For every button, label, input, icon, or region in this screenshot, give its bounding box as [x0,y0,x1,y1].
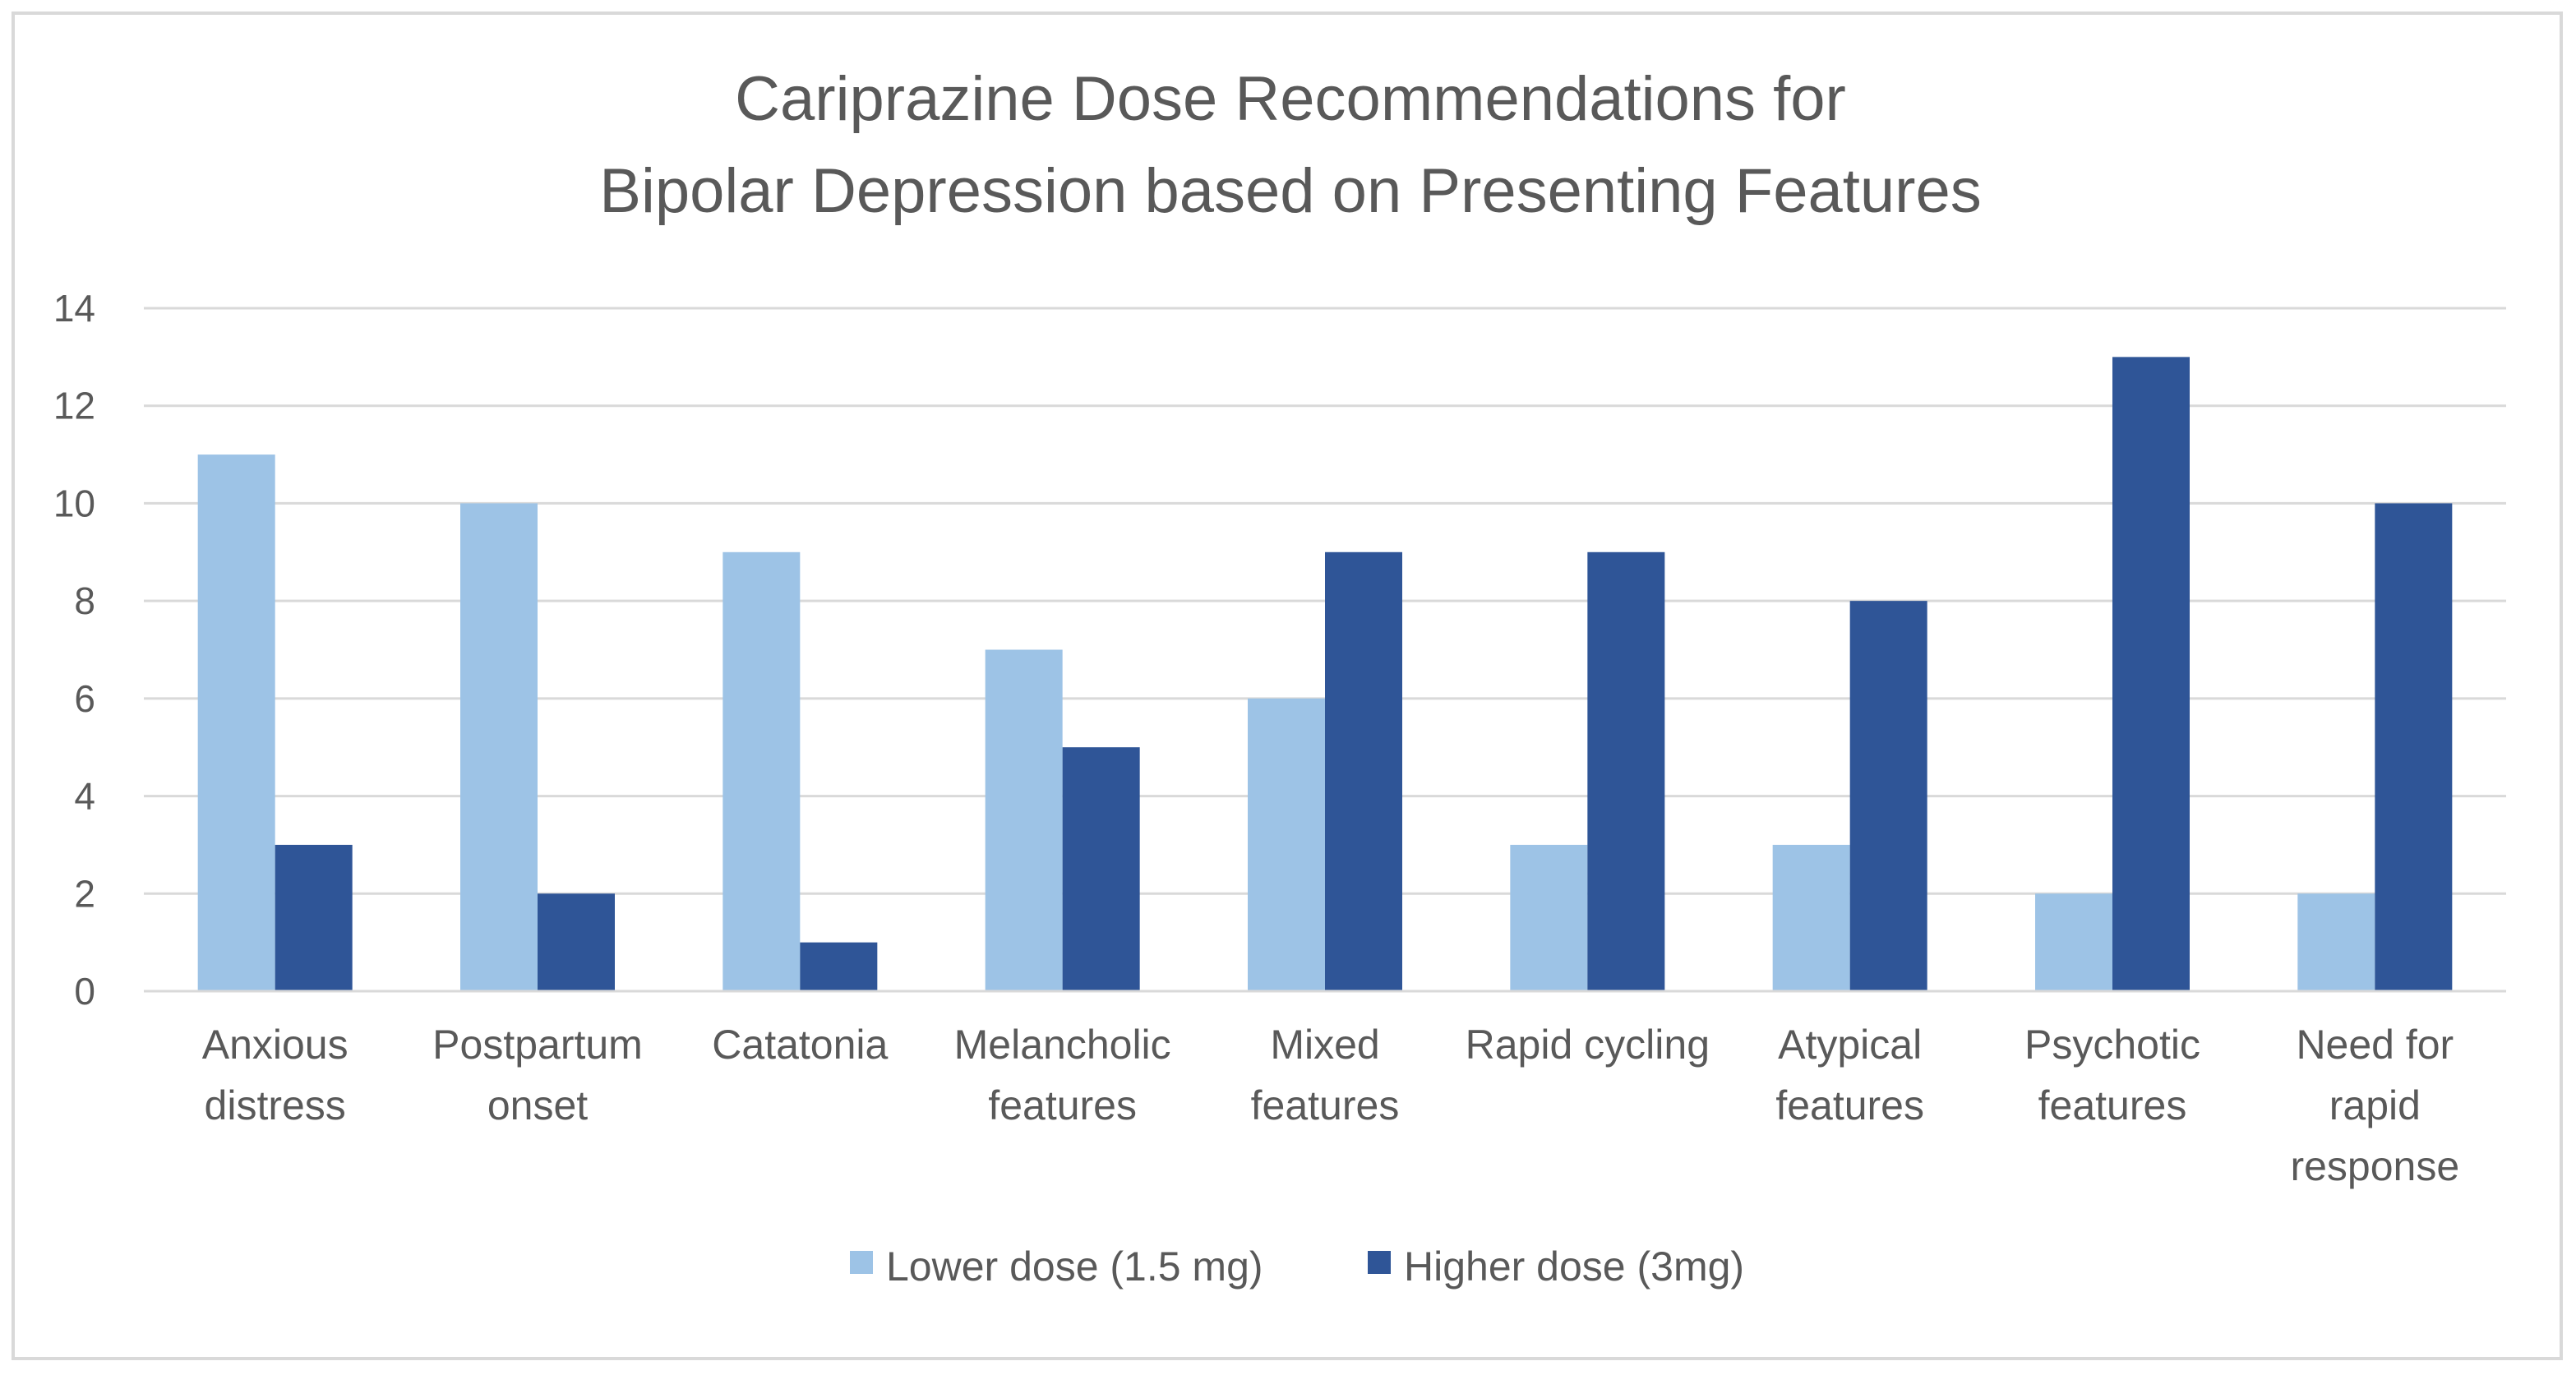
y-tick-label: 4 [74,775,95,818]
x-category-label: Psychotic features [2024,1022,2200,1128]
x-category-label: Anxious distress [202,1022,349,1128]
chart-title-line-2: Bipolar Depression based on Presenting F… [599,156,1981,226]
chart-frame: Cariprazine Dose Recommendations for Bip… [12,12,2563,1360]
legend-label: Lower dose (1.5 mg) [886,1243,1263,1290]
x-category-label: Postpartum onset [432,1022,643,1128]
bar-higher-dose [1849,601,1927,991]
y-tick-label: 10 [53,482,95,524]
legend-swatch [850,1251,873,1274]
bar-higher-dose [2375,503,2453,991]
y-tick-label: 0 [74,970,95,1013]
bar-higher-dose [1062,747,1140,991]
chart-svg: Cariprazine Dose Recommendations for Bip… [53,64,2506,1290]
x-category-label: Mixed features [1251,1022,1400,1128]
bar-lower-dose [722,551,801,991]
bar-lower-dose [460,503,538,991]
legend: Lower dose (1.5 mg) Higher dose (3mg) [850,1243,1744,1290]
x-category-label: Catatonia [712,1022,888,1068]
bar-lower-dose [2035,893,2112,991]
bar-lower-dose [2297,893,2375,991]
y-tick-label: 8 [74,579,95,622]
bar-higher-dose [2112,357,2190,991]
bar-higher-dose [1587,551,1665,991]
x-category-label: Rapid cycling [1466,1022,1710,1068]
y-axis-tick-labels: 0 2 4 6 8 10 12 14 [53,287,95,1013]
x-category-label: Need for rapid response [2290,1022,2459,1189]
y-tick-label: 14 [53,287,95,330]
bar-lower-dose [1772,844,1850,991]
bar-higher-dose [1325,551,1402,991]
y-tick-label: 12 [53,385,95,427]
bars [197,357,2453,991]
chart-title-line-1: Cariprazine Dose Recommendations for [735,64,1846,134]
bar-lower-dose [1510,844,1588,991]
y-tick-label: 2 [74,872,95,915]
legend-label: Higher dose (3mg) [1404,1243,1744,1290]
bar-lower-dose [197,454,275,991]
y-tick-label: 6 [74,677,95,720]
chart-title: Cariprazine Dose Recommendations for Bip… [599,64,1981,226]
x-axis-category-labels: Anxious distress Postpartum onset Catatonia M… [202,1022,2459,1189]
bar-lower-dose [985,649,1063,991]
legend-swatch [1368,1251,1391,1274]
x-category-label: Melancholic features [954,1022,1171,1128]
bar-lower-dose [1248,698,1325,991]
x-category-label: Atypical features [1775,1022,1924,1128]
bar-higher-dose [538,893,615,991]
bar-higher-dose [275,844,353,991]
bar-higher-dose [800,942,878,991]
